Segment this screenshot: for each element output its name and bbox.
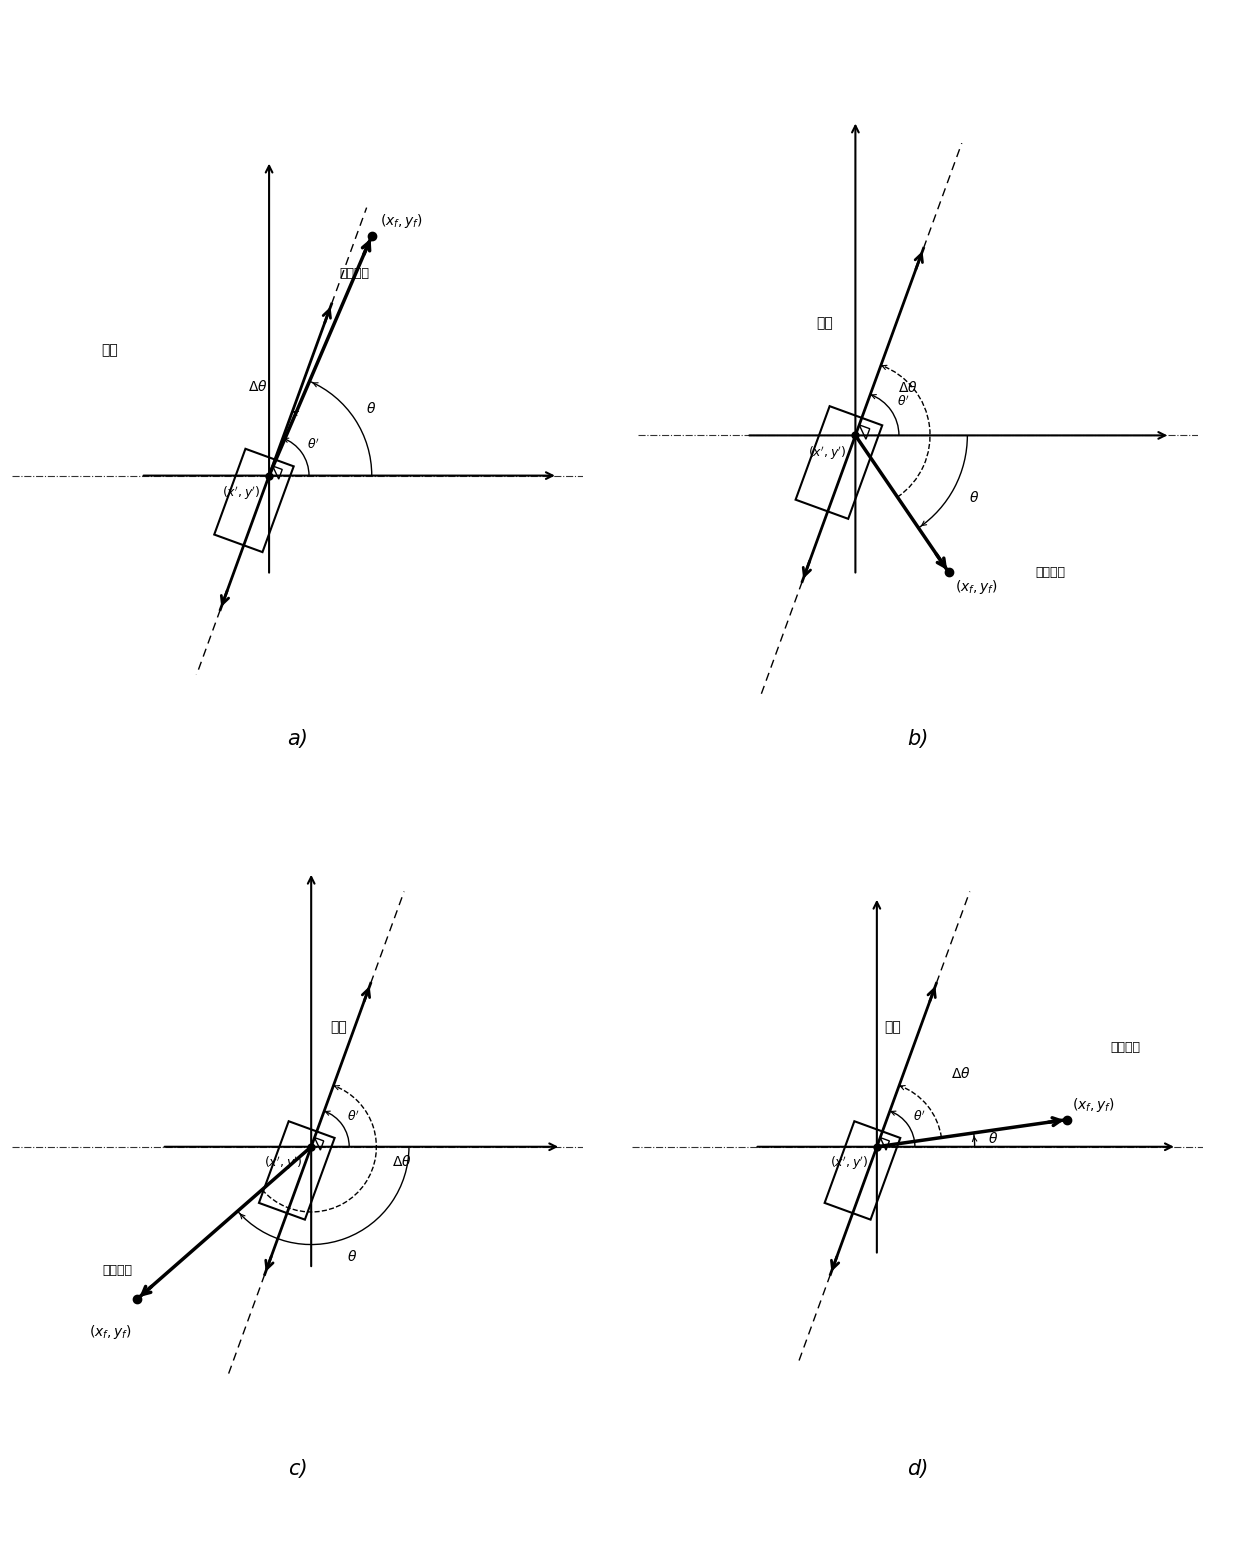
Text: $(x_f, y_f)$: $(x_f, y_f)$ [89,1323,131,1342]
Text: $\Delta\theta$: $\Delta\theta$ [392,1154,412,1168]
Text: $\theta'$: $\theta'$ [347,1110,360,1124]
Text: 车头: 车头 [816,316,833,331]
Text: a): a) [288,729,308,748]
Text: 目标坐标: 目标坐标 [1111,1042,1141,1054]
Text: $\Delta\theta$: $\Delta\theta$ [248,379,268,395]
Text: $\theta$: $\theta$ [366,401,377,415]
Text: 车头: 车头 [885,1020,901,1034]
Text: $\theta$: $\theta$ [968,490,978,505]
Text: c): c) [288,1460,308,1479]
Text: $(x', y')$: $(x', y')$ [222,484,260,502]
Text: $(x', y')$: $(x', y')$ [830,1155,869,1172]
Text: 目标坐标: 目标坐标 [102,1264,131,1277]
Text: $(x', y')$: $(x', y')$ [807,445,846,462]
Text: 车头: 车头 [330,1020,347,1034]
Text: $(x_f, y_f)$: $(x_f, y_f)$ [381,213,423,230]
Text: d): d) [906,1460,929,1479]
Text: $\theta$: $\theta$ [988,1130,998,1146]
Text: $\Delta\theta$: $\Delta\theta$ [951,1065,971,1081]
Text: $\theta'$: $\theta'$ [898,395,910,409]
Text: 车头: 车头 [100,344,118,358]
Text: $(x_f, y_f)$: $(x_f, y_f)$ [955,578,998,597]
Text: 目标坐标: 目标坐标 [340,267,370,280]
Text: $\theta'$: $\theta'$ [913,1110,925,1124]
Text: 目标坐标: 目标坐标 [1035,566,1065,578]
Text: $(x', y')$: $(x', y')$ [264,1155,303,1172]
Text: $\theta'$: $\theta'$ [308,437,320,453]
Text: $\theta$: $\theta$ [347,1249,357,1264]
Text: $\Delta\theta$: $\Delta\theta$ [898,379,918,395]
Text: b): b) [906,729,929,748]
Text: $(x_f, y_f)$: $(x_f, y_f)$ [1073,1096,1115,1115]
